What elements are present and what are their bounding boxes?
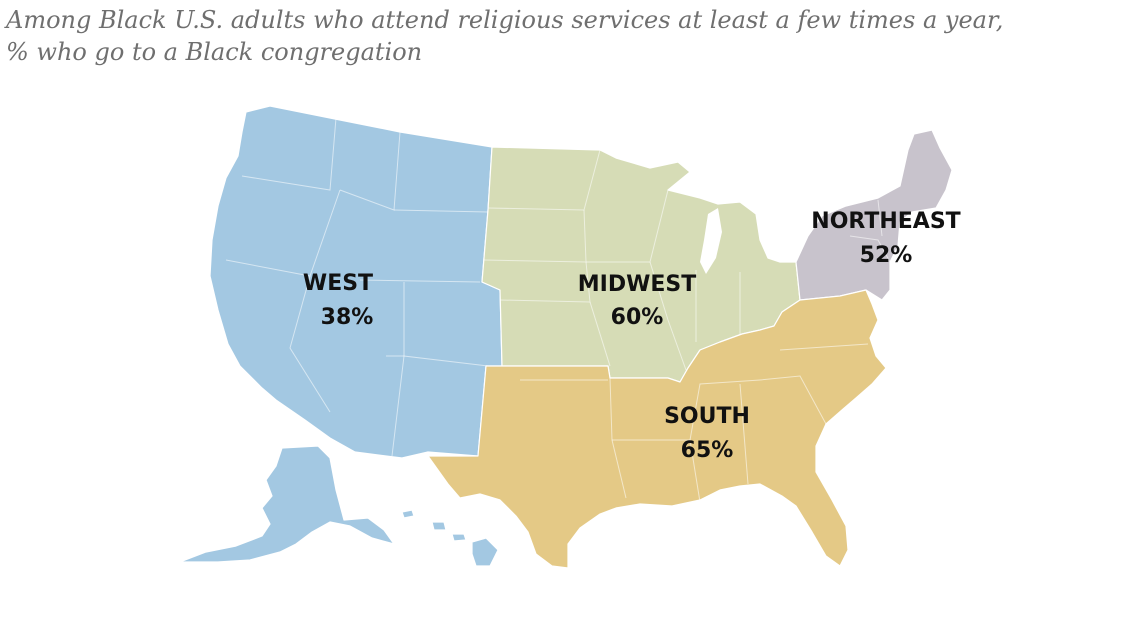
west-name: WEST — [303, 271, 373, 296]
label-northeast: NORTHEAST 52% — [811, 209, 960, 268]
label-west: WEST 38% — [303, 271, 373, 330]
northeast-value: 52% — [860, 243, 913, 268]
midwest-value: 60% — [611, 305, 664, 330]
lake-michigan — [700, 208, 722, 274]
region-south — [427, 289, 887, 569]
region-northeast — [795, 129, 953, 301]
title-line-2: % who go to a Black congregation — [6, 38, 423, 66]
label-midwest: MIDWEST 60% — [578, 272, 697, 330]
region-west-hawaii — [401, 509, 499, 567]
region-west-alaska — [179, 445, 395, 563]
title-line-1: Among Black U.S. adults who attend relig… — [6, 6, 1004, 34]
label-south: SOUTH 65% — [664, 404, 750, 463]
state-borders — [225, 117, 891, 503]
west-value: 38% — [321, 305, 374, 330]
south-name: SOUTH — [664, 404, 750, 429]
south-value: 65% — [681, 438, 734, 463]
midwest-name: MIDWEST — [578, 272, 697, 297]
northeast-name: NORTHEAST — [811, 209, 960, 234]
chart-title: Among Black U.S. adults who attend relig… — [6, 4, 1106, 68]
